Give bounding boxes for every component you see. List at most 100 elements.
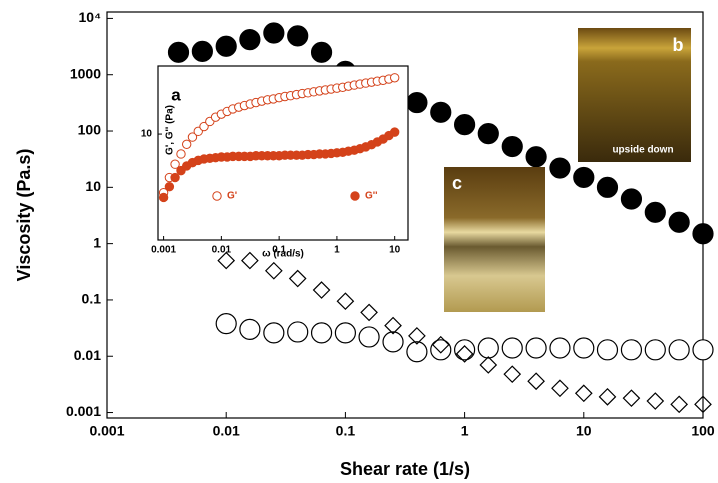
point xyxy=(527,372,545,391)
point xyxy=(312,281,331,299)
point xyxy=(239,318,261,340)
point xyxy=(239,29,261,51)
y-tick-label: 1 xyxy=(93,234,101,250)
point xyxy=(525,337,547,359)
point xyxy=(264,261,283,280)
point xyxy=(549,337,571,359)
y-axis-title: G', G'' (Pa) xyxy=(165,105,176,155)
x-tick-label: 0.01 xyxy=(213,423,240,439)
point xyxy=(454,114,476,136)
legend-marker xyxy=(350,191,360,201)
point xyxy=(596,176,619,198)
point xyxy=(191,40,213,62)
point xyxy=(310,41,333,63)
annotation: upside down xyxy=(612,145,673,156)
y-tick-label: 10 xyxy=(141,129,153,140)
point xyxy=(551,379,569,398)
point xyxy=(406,341,428,363)
point xyxy=(694,395,712,414)
point xyxy=(477,122,499,145)
point xyxy=(408,327,426,345)
point xyxy=(170,172,180,183)
point xyxy=(644,201,666,223)
point xyxy=(668,211,690,233)
point xyxy=(263,322,285,344)
point xyxy=(360,303,378,322)
point xyxy=(644,339,666,361)
point xyxy=(382,331,404,353)
point xyxy=(310,322,333,344)
point xyxy=(525,146,547,168)
annotation: b xyxy=(673,35,684,55)
point xyxy=(503,365,522,384)
point xyxy=(692,223,714,245)
x-tick-label: 1 xyxy=(334,245,340,256)
point xyxy=(389,127,400,137)
point xyxy=(479,356,498,374)
x-tick-label: 0.1 xyxy=(272,245,286,256)
x-axis-title: Shear rate (1/s) xyxy=(340,459,470,479)
point xyxy=(187,132,198,142)
y-tick-label: 0.001 xyxy=(66,403,101,419)
point xyxy=(596,339,619,361)
point xyxy=(430,101,452,123)
point xyxy=(199,121,209,132)
point xyxy=(574,384,593,403)
photo-b xyxy=(578,28,691,162)
point xyxy=(620,188,643,210)
point xyxy=(573,337,595,359)
y-tick-label: 1000 xyxy=(70,65,101,81)
point xyxy=(263,22,285,44)
point xyxy=(215,35,237,57)
point xyxy=(158,192,169,203)
point xyxy=(287,321,309,343)
point xyxy=(170,159,180,169)
inset-plot: 0.001 0.01 0.1 1 10 10 ω (rad/s) G', G'' (Pa)a G… xyxy=(141,65,409,260)
point xyxy=(358,326,380,348)
x-tick-label: 0.1 xyxy=(336,423,356,439)
point xyxy=(288,269,307,288)
point xyxy=(217,251,236,270)
point xyxy=(384,316,402,335)
y-tick-label: 0.01 xyxy=(74,347,101,363)
point xyxy=(670,395,689,414)
point xyxy=(334,322,356,344)
point xyxy=(501,337,523,359)
legend-label: G' xyxy=(227,191,237,202)
legend-marker xyxy=(212,191,222,201)
point xyxy=(455,345,474,363)
x-tick-label: 0.001 xyxy=(151,245,176,256)
point xyxy=(406,91,428,114)
x-tick-label: 100 xyxy=(691,423,715,439)
point xyxy=(336,292,355,311)
y-tick-label: 10 xyxy=(85,178,101,194)
y-tick-label: 10⁴ xyxy=(79,9,102,25)
x-axis-title: ω (rad/s) xyxy=(262,249,304,260)
y-axis-title: Viscosity (Pa.s) xyxy=(14,149,34,282)
point xyxy=(692,339,714,361)
point xyxy=(573,166,595,189)
point xyxy=(598,388,617,406)
point xyxy=(176,149,186,159)
point xyxy=(167,41,190,63)
x-tick-label: 10 xyxy=(389,245,401,256)
y-tick-label: 0.1 xyxy=(82,291,102,307)
point xyxy=(620,339,643,361)
photos: b upside down c xyxy=(444,28,691,312)
legend-label: G'' xyxy=(365,191,378,202)
photo-c xyxy=(444,167,545,312)
point xyxy=(622,389,641,408)
x-tick-label: 1 xyxy=(461,423,469,439)
annotation: c xyxy=(452,173,462,193)
point xyxy=(477,337,499,359)
point xyxy=(287,25,309,47)
point xyxy=(241,251,259,270)
x-tick-label: 0.001 xyxy=(89,423,124,439)
point xyxy=(164,181,175,192)
point xyxy=(431,335,450,354)
point xyxy=(389,73,400,83)
point xyxy=(668,339,690,361)
x-tick-label: 0.01 xyxy=(212,245,232,256)
point xyxy=(501,135,523,158)
